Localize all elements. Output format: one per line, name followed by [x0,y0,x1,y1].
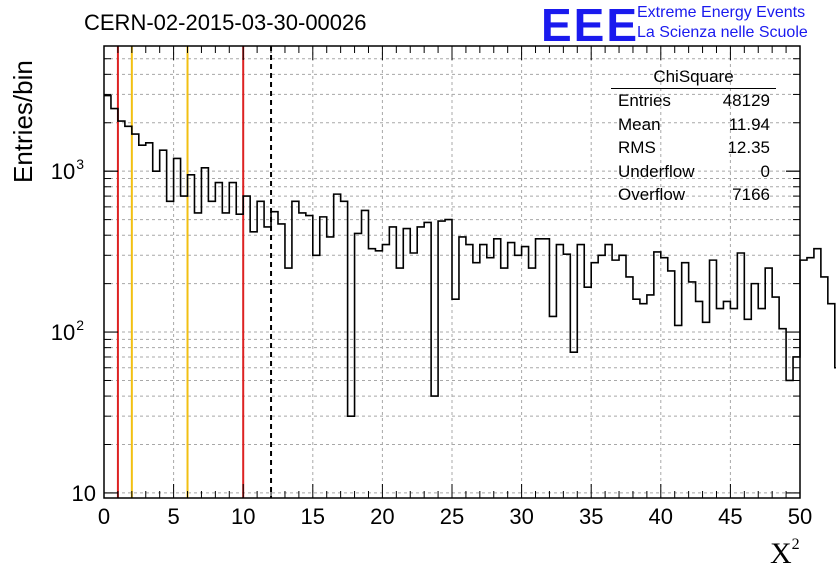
y-axis-label: Entries/bin [8,60,39,183]
eee-logo-text: Extreme Energy Events La Scienza nelle S… [637,3,808,43]
stats-label: Entries [618,91,671,110]
y-axis-label-text: Entries/bin [8,60,38,183]
stats-value: 7166 [732,185,770,204]
stats-label: Underflow [618,161,695,181]
y-tick-labels: 10 102 103 [51,156,96,506]
x-tick-label: 0 [98,504,110,529]
stats-label: Mean [618,114,661,134]
x-tick-label: 35 [579,504,603,529]
x-axis-label-text: X [770,537,792,570]
x-tick-label: 20 [370,504,394,529]
y-tick-label: 102 [51,317,84,345]
y-tick-label-exponent: 3 [76,156,84,172]
stats-value: 12.35 [727,138,770,157]
eee-logo-line2: La Scienza nelle Scuole [637,24,808,41]
stats-title: ChiSquare [611,64,776,89]
stats-value: 0 [760,161,770,181]
stats-label: Overflow [618,185,686,204]
reference-lines [116,46,273,498]
x-tick-label: 45 [718,504,742,529]
x-tick-label: 15 [301,504,325,529]
x-tick-label: 10 [231,504,255,529]
axis-ticks [103,46,801,498]
x-tick-label: 30 [509,504,533,529]
x-tick-labels: 0 5 10 15 20 25 30 35 40 45 50 [98,504,812,529]
stats-row-entries: Entries 48129 [611,89,776,113]
x-axis-label-exponent: 2 [791,536,800,553]
x-tick-label: 40 [649,504,673,529]
stats-value: 48129 [722,91,770,110]
grid [104,46,800,498]
x-tick-label: 50 [788,504,812,529]
stats-box: ChiSquare Entries 48129 Mean 11.94 RMS 1… [611,64,776,208]
stats-row-rms: RMS 12.35 [611,136,776,160]
y-tick-label: 10 [72,481,96,506]
x-axis-label: X2 [770,536,800,571]
x-tick-label: 5 [167,504,179,529]
eee-logo: EEE [541,0,640,51]
x-tick-label: 25 [440,504,464,529]
plot-title: CERN-02-2015-03-30-00026 [84,10,367,35]
stats-row-underflow: Underflow 0 [611,160,776,184]
stats-row-mean: Mean 11.94 [611,113,776,137]
eee-logo-line1: Extreme Energy Events [637,4,806,21]
stats-value: 11.94 [728,114,770,134]
stats-row-overflow: Overflow 7166 [611,183,776,207]
stats-label: RMS [618,138,656,157]
y-tick-label-exponent: 2 [76,317,84,333]
y-tick-label: 103 [51,156,84,184]
